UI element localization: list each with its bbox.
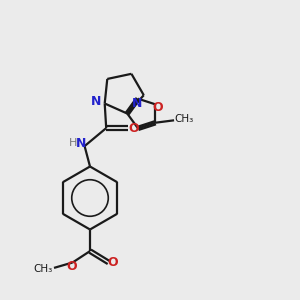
Text: O: O bbox=[107, 256, 118, 269]
Text: O: O bbox=[128, 122, 139, 135]
Text: N: N bbox=[76, 136, 86, 150]
Text: CH₃: CH₃ bbox=[34, 264, 53, 274]
Text: H: H bbox=[69, 137, 77, 148]
Text: O: O bbox=[153, 101, 163, 115]
Text: O: O bbox=[66, 260, 77, 273]
Text: N: N bbox=[91, 95, 101, 108]
Text: N: N bbox=[132, 97, 142, 110]
Text: CH₃: CH₃ bbox=[174, 114, 193, 124]
